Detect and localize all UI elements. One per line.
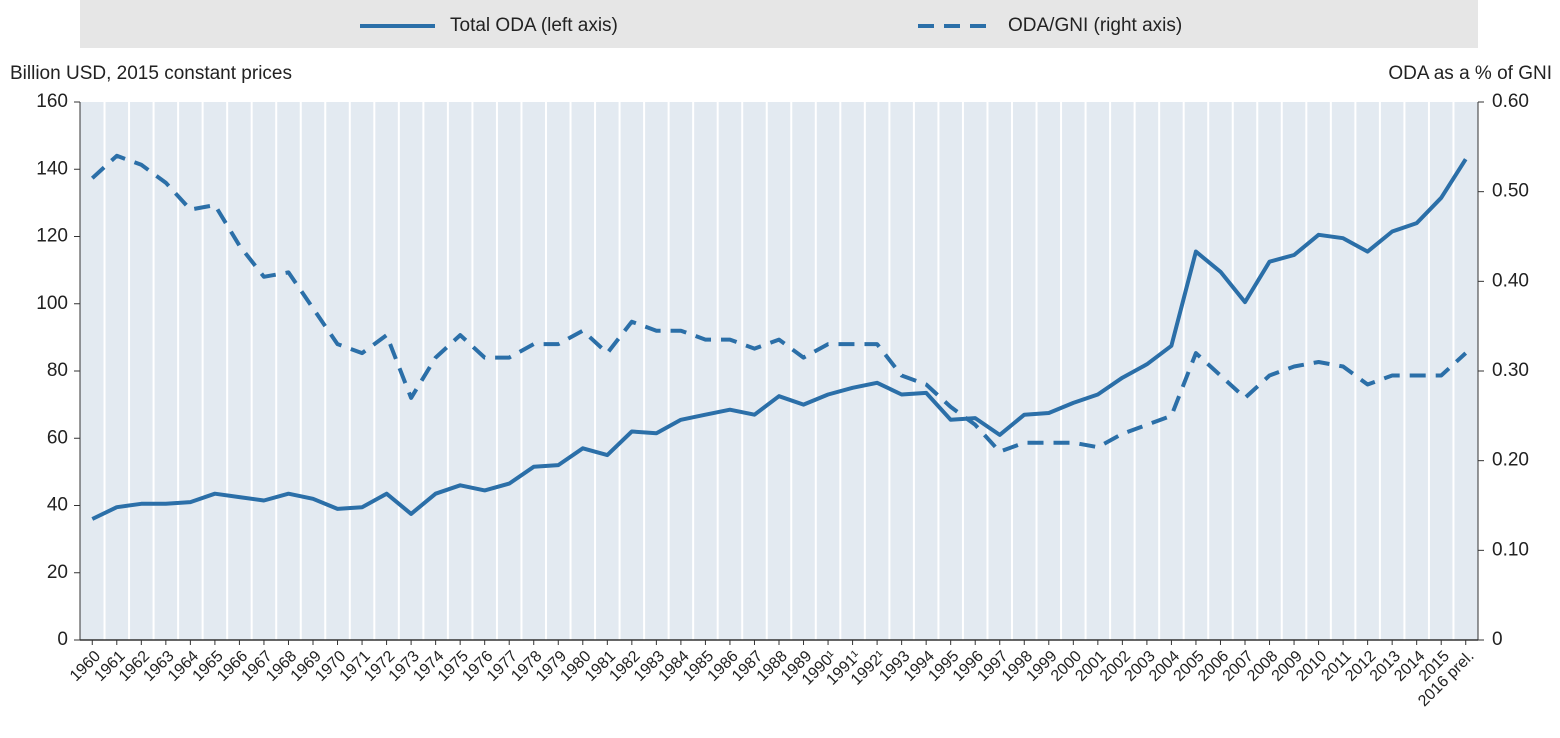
legend-band [80,0,1478,48]
y-tick-label: 20 [47,562,68,583]
y-tick-label: 80 [47,360,68,381]
y-tick-label: 100 [36,293,68,314]
y-axis-title: Billion USD, 2015 constant prices [10,63,292,84]
series-line [91,158,1468,521]
y-tick-label: 140 [36,158,68,179]
y2-tick-label: 0 [1492,629,1503,650]
y-tick-label: 60 [47,427,68,448]
y-tick-label: 0 [57,629,68,650]
y2-tick-label: 0.20 [1492,450,1529,471]
y2-tick-label: 0.50 [1492,181,1529,202]
y2-tick-label: 0.30 [1492,360,1529,381]
y-tick-label: 160 [36,91,68,112]
y-tick-label: 120 [36,226,68,247]
plot-area [80,102,1478,640]
y2-tick-label: 0.60 [1492,91,1529,112]
series-line [90,153,1468,454]
y2-tick-label: 0.40 [1492,270,1529,291]
y2-axis-title: ODA as a % of GNI [1388,63,1552,84]
legend-label: ODA/GNI (right axis) [1008,15,1182,36]
y2-tick-label: 0.10 [1492,539,1529,560]
legend-label: Total ODA (left axis) [450,15,618,36]
y-tick-label: 40 [47,495,68,516]
